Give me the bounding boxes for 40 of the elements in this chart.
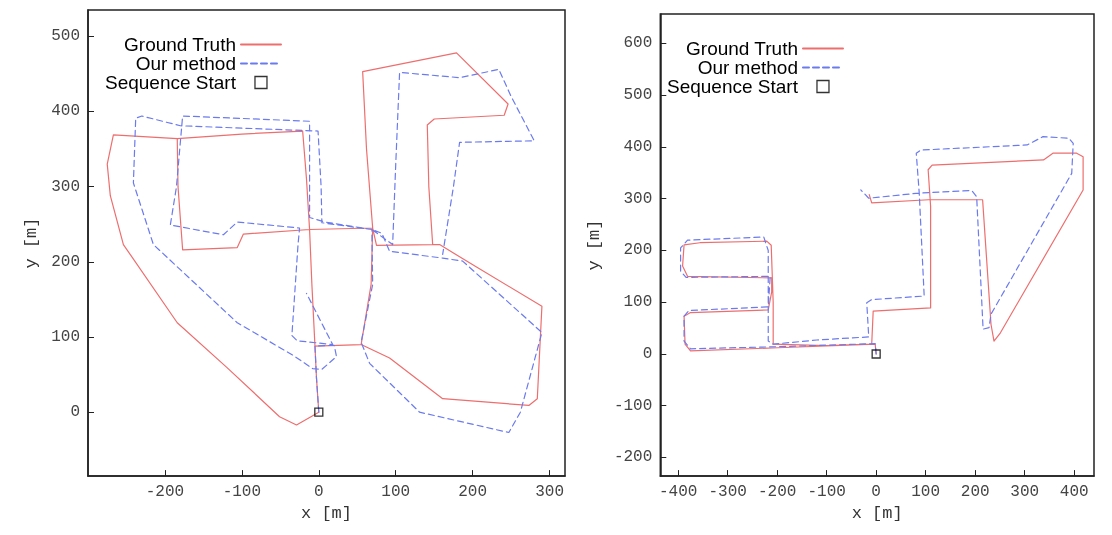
y-tick-label: 300 [51, 177, 80, 196]
y-tick-label: 100 [51, 328, 80, 347]
y-tick-label: -100 [613, 396, 653, 415]
x-tick-label: 300 [535, 483, 565, 502]
x-tick-label: 100 [381, 483, 411, 502]
x-tick-label: 100 [911, 483, 941, 502]
y-tick-label: 200 [51, 252, 80, 271]
y-tick-label: 100 [623, 293, 653, 312]
y-axis-title: y [m] [22, 217, 42, 269]
legend-label: Sequence Start [104, 72, 237, 93]
y-tick-label: 500 [51, 27, 80, 46]
x-tick-label: 0 [871, 483, 881, 502]
x-tick-label: -200 [757, 483, 797, 502]
x-tick-label: -300 [708, 483, 747, 502]
legend-label: Ground Truth [686, 38, 798, 59]
y-tick-label: 400 [623, 137, 653, 156]
legend-label: Our method [697, 57, 798, 78]
y-tick-label: 500 [623, 86, 653, 105]
legend-label: Our method [135, 53, 236, 74]
x-tick-label: -400 [658, 483, 698, 502]
y-tick-label: 300 [623, 189, 653, 208]
y-tick-label: 600 [623, 34, 653, 53]
x-tick-label: -100 [807, 483, 846, 502]
x-tick-label: 200 [458, 483, 488, 502]
y-tick-label: 400 [51, 102, 80, 121]
x-tick-label: -100 [222, 483, 262, 502]
x-tick-label: 200 [960, 483, 990, 502]
legend-label: Ground Truth [124, 34, 236, 55]
x-axis-title: x [m] [300, 504, 353, 523]
y-tick-label: 200 [623, 241, 653, 260]
y-tick-label: 0 [70, 403, 80, 422]
x-axis-title: x [m] [851, 504, 903, 523]
x-tick-label: -200 [145, 483, 185, 502]
y-tick-label: -200 [613, 448, 653, 467]
y-axis-title: y [m] [585, 219, 604, 271]
x-tick-label: 300 [1010, 483, 1040, 502]
y-tick-label: 0 [642, 344, 653, 363]
x-tick-label: 400 [1059, 483, 1089, 502]
legend-label: Sequence Start [666, 76, 799, 97]
x-tick-label: 0 [314, 483, 324, 502]
